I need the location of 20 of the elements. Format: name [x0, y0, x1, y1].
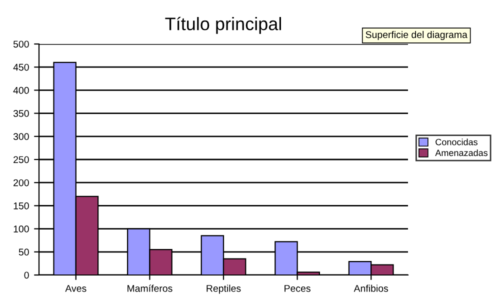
text: Superficie del diagrama	[366, 30, 468, 40]
y-tick-label: 200	[14, 179, 29, 186]
y-tick-label: 400	[13, 86, 29, 94]
x-tick-label: Anfibios	[354, 284, 388, 292]
x-tick-label: Reptiles	[206, 284, 241, 294]
y-tick-label: 350	[13, 110, 29, 117]
x-tick-label: Peces	[284, 285, 310, 292]
y-tick-label: 300	[13, 133, 29, 140]
chart-title: Título principal	[165, 16, 282, 34]
y-tick-label: 100	[14, 226, 29, 232]
legend-label: Conocidas	[436, 138, 478, 146]
y-tick-label: 250	[14, 156, 29, 164]
y-tick-label: 50	[18, 248, 29, 256]
y-tick-label: 500	[13, 40, 29, 48]
y-tick-label: 0	[24, 272, 29, 279]
x-tick-label: Aves	[65, 285, 86, 292]
x-tick-label: Mamíferos	[128, 284, 172, 292]
y-tick-label: 150	[14, 202, 29, 210]
legend-label: Amenazadas	[435, 149, 488, 156]
y-tick-label: 450	[13, 64, 29, 71]
